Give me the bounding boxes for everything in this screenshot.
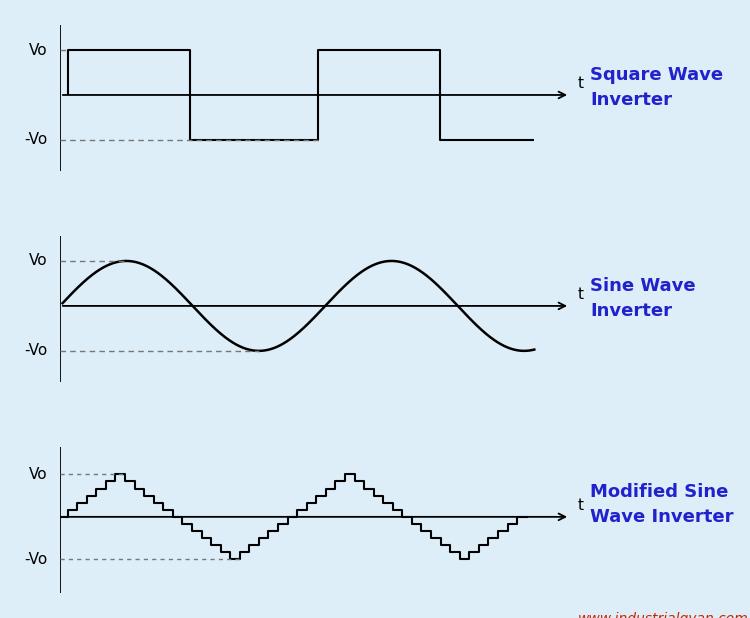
Text: -Vo: -Vo xyxy=(24,552,47,567)
Text: Vo: Vo xyxy=(28,253,47,268)
Text: t: t xyxy=(578,287,584,302)
Text: Modified Sine
Wave Inverter: Modified Sine Wave Inverter xyxy=(590,483,734,526)
Text: -Vo: -Vo xyxy=(24,344,47,358)
Text: -Vo: -Vo xyxy=(24,132,47,148)
Text: t: t xyxy=(578,77,584,91)
Text: t: t xyxy=(578,499,584,514)
Text: Sine Wave
Inverter: Sine Wave Inverter xyxy=(590,277,696,320)
Text: www.industrialgyan.com: www.industrialgyan.com xyxy=(578,612,748,618)
Text: Vo: Vo xyxy=(28,43,47,57)
Text: Square Wave
Inverter: Square Wave Inverter xyxy=(590,66,724,109)
Text: Vo: Vo xyxy=(28,467,47,482)
